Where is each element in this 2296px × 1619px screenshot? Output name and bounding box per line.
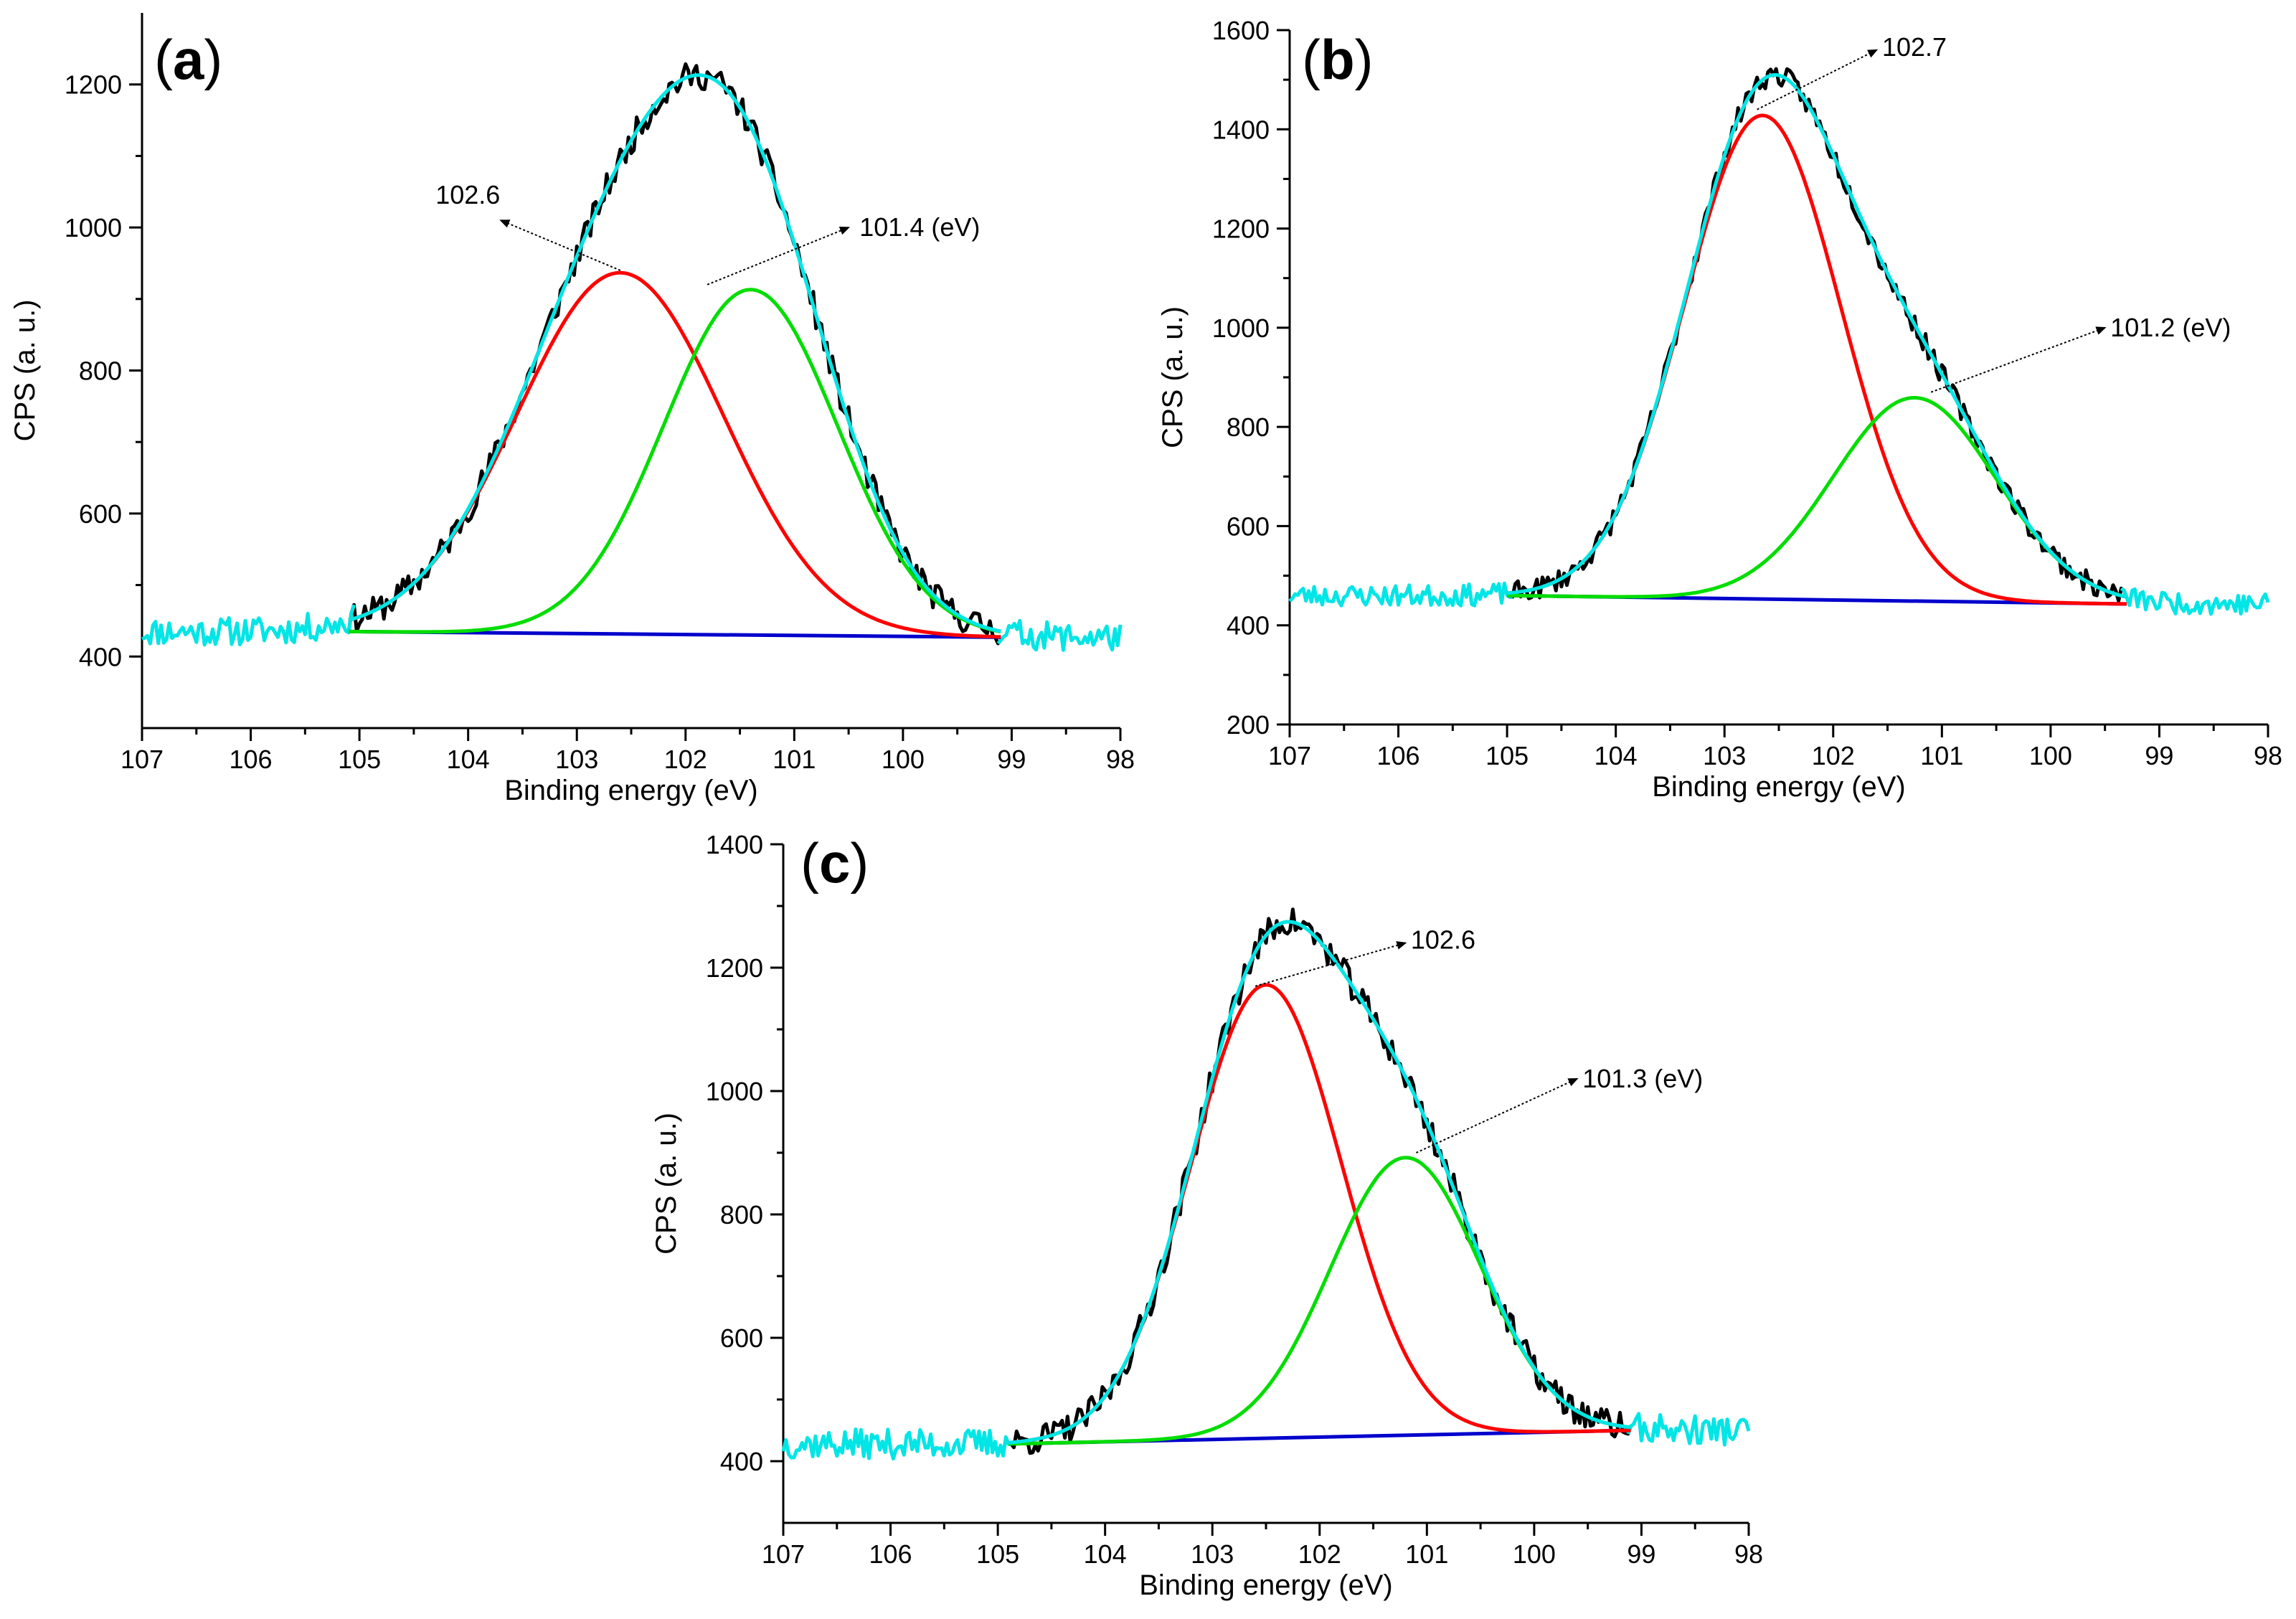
x-tick-label: 106: [1377, 741, 1420, 770]
x-tick-label: 100: [2029, 741, 2072, 770]
green-component-line: [1507, 396, 2127, 599]
raw-data-line: [1506, 67, 2129, 603]
x-tick-label: 104: [447, 745, 490, 774]
chart-panel-b: 107 106 105 104 103 102 101 100 99 98 200 400 600 800…: [1148, 0, 2296, 811]
envelope-fit-line: [1008, 920, 1631, 1445]
annotation-label: 101.2 (eV): [2110, 313, 2231, 342]
x-tick-label: 103: [555, 745, 598, 774]
annotation-label: 101.3 (eV): [1582, 1064, 1703, 1093]
annotation-arrow: [707, 227, 850, 285]
y-tick-label: 400: [79, 642, 122, 671]
chart-a-svg: 107 106 105 104 103 102 101 100 99 98 400 600 800 100…: [9, 13, 1135, 806]
y-tick-label: 800: [79, 357, 122, 386]
panel-label: (b): [1302, 28, 1374, 91]
x-tick-label: 98: [1106, 745, 1135, 774]
y-axis-title: CPS (a. u.): [9, 300, 41, 442]
x-tick-label: 102: [1298, 1539, 1341, 1569]
raw-data-tail-right: [996, 618, 1123, 652]
x-tick-label: 99: [2145, 741, 2173, 770]
y-tick-label: 1400: [706, 830, 763, 859]
x-tick-label: 98: [1734, 1539, 1763, 1569]
x-tick-label: 102: [664, 745, 707, 774]
raw-data-tail-left: [1288, 581, 1513, 608]
y-tick-label: 1000: [65, 213, 122, 242]
chart-panel-c: 107 106 105 104 103 102 101 100 99 98 400 600 800 100…: [624, 811, 1772, 1619]
y-tick-label: 800: [720, 1200, 763, 1229]
x-tick-label: 100: [882, 745, 925, 774]
annotation-arrow: [1930, 326, 2107, 393]
x-tick-label: 103: [1191, 1539, 1234, 1569]
y-tick-label: 600: [720, 1323, 763, 1353]
panel-label: (a): [154, 28, 222, 91]
y-tick-label: 600: [79, 499, 122, 529]
annotation-arrow: [1757, 49, 1879, 110]
annotation-label: 102.6: [435, 180, 500, 209]
annotation-label: 102.6: [1411, 925, 1475, 954]
x-tick-label: 105: [338, 745, 381, 774]
x-tick-label: 101: [773, 745, 816, 774]
y-tick-label: 400: [1227, 611, 1270, 641]
raw-data-tail-right: [2120, 587, 2270, 616]
x-tick-label: 105: [1485, 741, 1529, 770]
annotation-label: 102.7: [1882, 32, 1947, 62]
x-tick-label: 104: [1084, 1539, 1127, 1569]
x-axis-title: Binding energy (eV): [1139, 1570, 1393, 1601]
raw-data-tail-left: [781, 1427, 1011, 1460]
y-tick-label: 1600: [1212, 16, 1270, 45]
x-tick-label: 98: [2254, 741, 2282, 770]
y-tick-label: 1000: [706, 1077, 763, 1106]
green-component-line: [349, 288, 1001, 634]
annotation-arrow: [499, 220, 621, 271]
x-tick-label: 106: [230, 745, 273, 774]
x-axis-title: Binding energy (eV): [1652, 771, 1906, 803]
x-axis-title: Binding energy (eV): [504, 775, 758, 806]
x-tick-label: 103: [1703, 741, 1746, 770]
x-tick-label: 107: [762, 1539, 805, 1569]
x-tick-label: 102: [1812, 741, 1855, 770]
raw-data-tail-right: [1626, 1412, 1751, 1447]
raw-data-tail-left: [141, 604, 356, 647]
x-tick-label: 101: [1405, 1539, 1448, 1569]
chart-c-svg: 107 106 105 104 103 102 101 100 99 98 400 600 800 100…: [651, 830, 1763, 1601]
y-tick-label: 1000: [1212, 313, 1270, 343]
x-tick-label: 104: [1595, 741, 1638, 770]
chart-panel-a: 107 106 105 104 103 102 101 100 99 98 400 600 800 100…: [0, 0, 1148, 811]
x-tick-label: 101: [1920, 741, 1963, 770]
x-tick-label: 99: [1627, 1539, 1655, 1569]
envelope-fit-line: [1506, 72, 2127, 599]
y-tick-label: 600: [1227, 511, 1270, 541]
x-tick-label: 105: [976, 1539, 1019, 1569]
panel-label: (c): [800, 831, 869, 895]
y-axis-title: CPS (a. u.): [1157, 306, 1189, 448]
x-tick-label: 106: [869, 1539, 912, 1569]
red-component-line: [348, 270, 1001, 639]
x-tick-label: 100: [1513, 1539, 1556, 1569]
y-tick-label: 1200: [65, 70, 122, 100]
x-tick-label: 107: [121, 745, 164, 774]
chart-b-svg: 107 106 105 104 103 102 101 100 99 98 200 400 600 800…: [1157, 16, 2282, 803]
y-tick-label: 200: [1227, 710, 1270, 740]
annotation-arrow: [1415, 1077, 1579, 1153]
y-tick-label: 1400: [1212, 115, 1270, 144]
y-tick-label: 400: [720, 1447, 763, 1476]
y-tick-label: 1200: [1212, 214, 1270, 244]
y-axis-title: CPS (a. u.): [651, 1113, 682, 1255]
annotation-label: 101.4 (eV): [859, 212, 980, 242]
x-tick-label: 107: [1268, 741, 1311, 770]
y-tick-label: 1200: [706, 953, 763, 983]
y-tick-label: 800: [1227, 412, 1270, 442]
x-tick-label: 99: [997, 745, 1026, 774]
annotation-arrow: [1255, 941, 1407, 987]
envelope-fit-line: [348, 73, 1001, 633]
